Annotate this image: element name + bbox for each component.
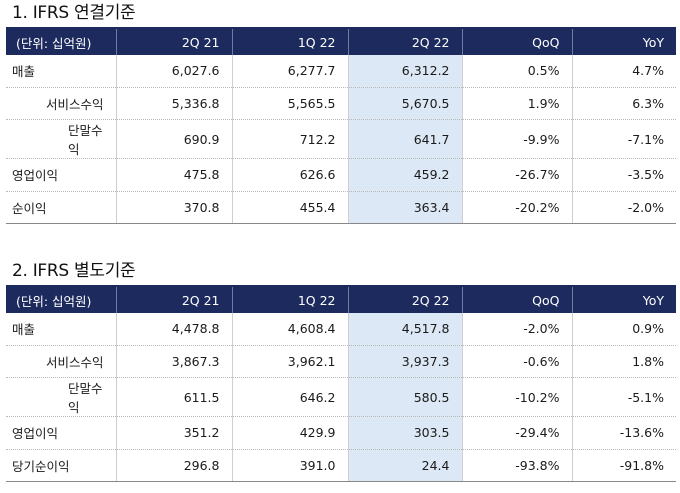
table-row: 영업이익 475.8 626.6 459.2 -26.7% -3.5% (6, 158, 676, 192)
row-label: 매출 (6, 313, 117, 346)
table-cell: 6,027.6 (116, 55, 233, 88)
table-cell: -29.4% (462, 416, 573, 450)
table-cell: 429.9 (232, 416, 349, 450)
table-cell: 646.2 (232, 377, 349, 417)
table-row: 영업이익 351.2 429.9 303.5 -29.4% -13.6% (6, 416, 676, 450)
table-cell: -26.7% (462, 158, 573, 192)
header-row: (단위: 십억원) 2Q 21 1Q 22 2Q 22 QoQ YoY (6, 287, 676, 313)
table-cell: 296.8 (116, 449, 233, 482)
title-divider (6, 285, 676, 287)
column-header: 1Q 22 (232, 29, 349, 55)
column-header: 2Q 21 (116, 29, 233, 55)
table-cell: 475.8 (116, 158, 233, 192)
table-row: 당기순이익 296.8 391.0 24.4 -93.8% -91.8% (6, 449, 676, 482)
column-header: QoQ (462, 29, 573, 55)
separate-table: (단위: 십억원) 2Q 21 1Q 22 2Q 22 QoQ YoY 매출 4,478.8… (6, 287, 676, 482)
table-cell: 4,478.8 (116, 313, 233, 346)
table-cell: -5.1% (572, 377, 676, 417)
column-header: QoQ (462, 287, 573, 313)
table-cell: 363.4 (348, 191, 463, 224)
table-cell: 1.9% (462, 87, 573, 120)
table-cell: -0.6% (462, 345, 573, 378)
table-row: 서비스수익 3,867.3 3,962.1 3,937.3 -0.6% 1.8% (6, 345, 676, 378)
table-cell: 712.2 (232, 119, 349, 159)
table-row: 서비스수익 5,336.8 5,565.5 5,670.5 1.9% 6.3% (6, 87, 676, 120)
unit-header: (단위: 십억원) (6, 287, 117, 313)
table-row: 순이익 370.8 455.4 363.4 -20.2% -2.0% (6, 191, 676, 224)
table-cell: 6,312.2 (348, 55, 463, 88)
table-row: 매출 6,027.6 6,277.7 6,312.2 0.5% 4.7% (6, 55, 676, 88)
table-cell: -13.6% (572, 416, 676, 450)
table-cell: 6.3% (572, 87, 676, 120)
title-divider (6, 27, 676, 29)
table-cell: 6,277.7 (232, 55, 349, 88)
consolidated-table: (단위: 십억원) 2Q 21 1Q 22 2Q 22 QoQ YoY 매출 6,027.6… (6, 29, 676, 224)
table-cell: -2.0% (572, 191, 676, 224)
column-header: 1Q 22 (232, 287, 349, 313)
table-cell: 4,608.4 (232, 313, 349, 346)
table-cell: 303.5 (348, 416, 463, 450)
table-cell: 391.0 (232, 449, 349, 482)
table-cell: 24.4 (348, 449, 463, 482)
table-cell: -93.8% (462, 449, 573, 482)
row-label: 단말수익 (6, 377, 117, 417)
separate-title: 2. IFRS 별도기준 (12, 261, 136, 281)
table-cell: 690.9 (116, 119, 233, 159)
row-label: 영업이익 (6, 158, 117, 192)
row-label: 매출 (6, 55, 117, 88)
table-row: 단말수익 690.9 712.2 641.7 -9.9% -7.1% (6, 119, 676, 159)
column-header: YoY (572, 287, 676, 313)
table-cell: -3.5% (572, 158, 676, 192)
table-cell: 5,565.5 (232, 87, 349, 120)
table-cell: 611.5 (116, 377, 233, 417)
table-cell: 370.8 (116, 191, 233, 224)
table-cell: -20.2% (462, 191, 573, 224)
table-cell: -7.1% (572, 119, 676, 159)
column-header: YoY (572, 29, 676, 55)
column-header: 2Q 22 (348, 29, 463, 55)
table-cell: -91.8% (572, 449, 676, 482)
table-cell: 459.2 (348, 158, 463, 192)
table-cell: 3,962.1 (232, 345, 349, 378)
table-cell: 1.8% (572, 345, 676, 378)
table-cell: 580.5 (348, 377, 463, 417)
table-cell: 3,867.3 (116, 345, 233, 378)
consolidated-title: 1. IFRS 연결기준 (12, 3, 136, 23)
table-row: 단말수익 611.5 646.2 580.5 -10.2% -5.1% (6, 377, 676, 417)
table-cell: 5,670.5 (348, 87, 463, 120)
row-label: 서비스수익 (6, 87, 117, 120)
row-label: 단말수익 (6, 119, 117, 159)
column-header: 2Q 21 (116, 287, 233, 313)
row-label: 서비스수익 (6, 345, 117, 378)
table-cell: 4.7% (572, 55, 676, 88)
table-cell: 0.5% (462, 55, 573, 88)
table-cell: 0.9% (572, 313, 676, 346)
table-cell: 351.2 (116, 416, 233, 450)
table-cell: 4,517.8 (348, 313, 463, 346)
table-cell: 5,336.8 (116, 87, 233, 120)
row-label: 영업이익 (6, 416, 117, 450)
column-header: 2Q 22 (348, 287, 463, 313)
row-label: 당기순이익 (6, 449, 117, 482)
table-cell: -9.9% (462, 119, 573, 159)
table-cell: 455.4 (232, 191, 349, 224)
separate-section: 2. IFRS 별도기준 (단위: 십억원) 2Q 21 1Q 22 2Q 22 QoQ… (6, 258, 676, 482)
header-row: (단위: 십억원) 2Q 21 1Q 22 2Q 22 QoQ YoY (6, 29, 676, 55)
table-row: 매출 4,478.8 4,608.4 4,517.8 -2.0% 0.9% (6, 313, 676, 346)
row-label: 순이익 (6, 191, 117, 224)
unit-header: (단위: 십억원) (6, 29, 117, 55)
table-cell: 626.6 (232, 158, 349, 192)
table-cell: -10.2% (462, 377, 573, 417)
consolidated-section: 1. IFRS 연결기준 (단위: 십억원) 2Q 21 1Q 22 2Q 22 QoQ… (6, 0, 676, 224)
table-cell: -2.0% (462, 313, 573, 346)
table-cell: 3,937.3 (348, 345, 463, 378)
table-cell: 641.7 (348, 119, 463, 159)
